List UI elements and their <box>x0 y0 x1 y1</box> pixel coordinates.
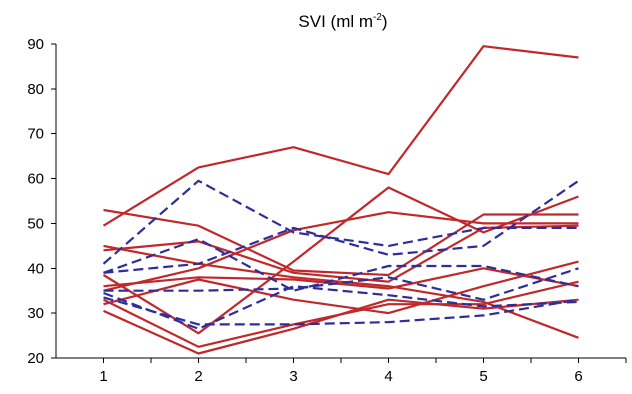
chart-title: SVI (ml m-2) <box>298 12 387 31</box>
y-tick-label: 30 <box>27 305 44 322</box>
series-group <box>102 45 580 355</box>
chart-title-sup: -2 <box>373 12 382 23</box>
y-tick-label: 20 <box>27 350 44 367</box>
series-line-7 <box>103 298 579 355</box>
series-line-10 <box>103 211 579 292</box>
x-tick-label: 6 <box>574 368 582 385</box>
series-line-1 <box>102 45 579 227</box>
series-line-6 <box>103 260 579 315</box>
y-tick-label: 40 <box>27 260 44 277</box>
y-tick-label: 60 <box>27 171 44 188</box>
chart-title-end: ) <box>382 12 388 31</box>
series-line-15 <box>103 285 579 330</box>
x-tick-label: 2 <box>194 368 202 385</box>
series-line-14 <box>103 267 579 301</box>
y-tick-label: 90 <box>27 36 44 53</box>
x-tick-label: 1 <box>99 368 107 385</box>
series-line-12 <box>103 179 580 274</box>
series-line-11 <box>102 179 579 265</box>
series-line-8 <box>103 280 579 348</box>
x-tick-label: 5 <box>479 368 487 385</box>
y-tick-label: 70 <box>27 126 44 143</box>
x-tick-label: 4 <box>384 368 392 385</box>
y-tick-label: 50 <box>27 215 44 232</box>
x-tick-label: 3 <box>289 368 297 385</box>
series-line-2 <box>103 208 579 277</box>
series-line-13 <box>103 238 579 292</box>
y-tick-label: 80 <box>27 81 44 98</box>
series-line-16 <box>103 296 579 326</box>
chart-title-main: SVI (ml m <box>298 12 373 31</box>
axes-group: 20 30 40 50 60 70 80 90 1 2 3 4 5 6 <box>27 36 627 385</box>
series-line-5 <box>103 267 579 290</box>
